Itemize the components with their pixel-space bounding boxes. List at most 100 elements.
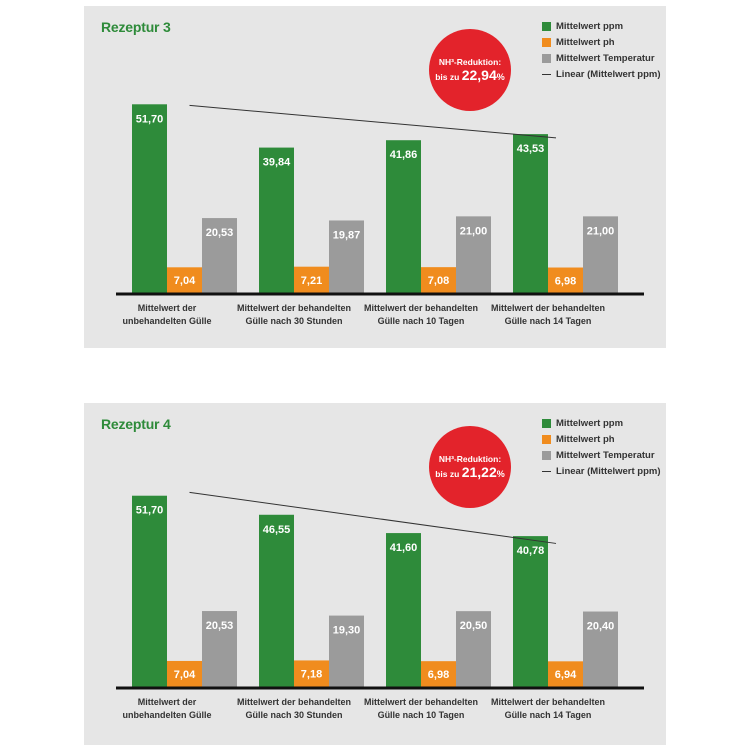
category-label-line: Mittelwert der behandelten <box>236 303 352 313</box>
bar-ppm <box>259 514 294 687</box>
legend-label-temperature: Mittelwert Temperatur <box>556 449 655 461</box>
badge-value-line: bis zu 22,94% <box>435 68 505 84</box>
bar-temperature <box>583 216 618 293</box>
chart-title: Rezeptur 3 <box>101 19 171 35</box>
bar-ph <box>294 660 329 687</box>
category-label-line: unbehandelten Gülle <box>122 316 212 326</box>
legend-item-temperature: Mittelwert Temperatur <box>542 447 661 463</box>
legend-item-trendline: Linear (Mittelwert ppm) <box>542 66 661 82</box>
legend-swatch-ppm <box>542 418 551 428</box>
category-label-line: Mittelwert der behandelten <box>363 303 479 313</box>
category-label-line: Gülle nach 30 Stunden <box>245 710 343 720</box>
category-label-line: Gülle nach 10 Tagen <box>377 710 465 720</box>
legend-label-ph: Mittelwert ph <box>556 36 615 48</box>
bar-ph <box>421 661 456 687</box>
legend-label-trendline: Linear (Mittelwert ppm) <box>556 465 661 477</box>
bar-ppm <box>386 140 421 293</box>
data-label-temperature: 20,50 <box>460 620 488 632</box>
data-label-ph: 7,04 <box>174 275 196 287</box>
category-label-line: Mittelwert der behandelten <box>490 303 606 313</box>
reduction-badge: NH³-Reduktion: bis zu 22,94% <box>429 29 511 111</box>
legend-item-ppm: Mittelwert ppm <box>542 18 661 34</box>
legend-item-trendline: Linear (Mittelwert ppm) <box>542 463 661 479</box>
bar-ph <box>421 267 456 293</box>
bar-ppm <box>132 495 167 687</box>
category-label: Mittelwert der unbehandelten Gülle <box>102 302 232 328</box>
legend-label-ppm: Mittelwert ppm <box>556 417 624 429</box>
bar-ph <box>548 267 583 293</box>
badge-unit: % <box>496 469 505 479</box>
category-label-line: Mittelwert der behandelten <box>490 697 606 707</box>
category-label-line: Gülle nach 14 Tagen <box>504 316 592 326</box>
category-label: Mittelwert der behandelten Gülle nach 30… <box>229 302 359 328</box>
bar-temperature <box>202 611 237 687</box>
chart-panel-rezeptur-4: 51,70 46,55 41,60 40,78 7,04 7,18 6,98 6,94 20,5… <box>84 403 666 745</box>
category-label-line: Mittelwert der behandelten <box>363 697 479 707</box>
bar-ph <box>548 661 583 687</box>
bar-ph <box>167 660 202 687</box>
badge-prefix: bis zu <box>435 72 460 82</box>
bar-temperature <box>329 220 364 293</box>
data-label-ph: 6,94 <box>555 669 577 681</box>
bar-ppm <box>132 104 167 293</box>
category-label: Mittelwert der behandelten Gülle nach 10… <box>356 696 486 722</box>
bar-ph <box>294 266 329 293</box>
legend-swatch-ppm <box>542 21 551 31</box>
category-label: Mittelwert der unbehandelten Gülle <box>102 696 232 722</box>
data-label-ppm: 51,70 <box>136 113 164 125</box>
data-label-ph: 7,18 <box>301 669 322 681</box>
legend-label-trendline: Linear (Mittelwert ppm) <box>556 68 661 80</box>
category-label-line: Gülle nach 30 Stunden <box>245 316 343 326</box>
data-label-ppm: 43,53 <box>517 143 545 155</box>
category-label-line: Gülle nach 14 Tagen <box>504 710 592 720</box>
data-label-ph: 6,98 <box>428 669 449 681</box>
bar-ph <box>167 267 202 293</box>
legend-item-ppm: Mittelwert ppm <box>542 415 661 431</box>
data-label-temperature: 21,00 <box>587 225 615 237</box>
data-label-temperature: 20,40 <box>587 621 615 633</box>
legend-swatch-ph <box>542 434 551 444</box>
bar-ppm <box>386 533 421 687</box>
legend-label-ppm: Mittelwert ppm <box>556 20 624 32</box>
data-label-ph: 7,04 <box>174 669 196 681</box>
bar-temperature <box>329 615 364 687</box>
data-label-temperature: 21,00 <box>460 225 488 237</box>
badge-label: NH³-Reduktion: <box>438 57 502 67</box>
legend-swatch-trendline <box>542 73 551 75</box>
bar-temperature <box>456 216 491 293</box>
chart-title: Rezeptur 4 <box>101 416 171 432</box>
data-label-ppm: 46,55 <box>263 524 291 536</box>
category-label-line: Mittelwert der <box>137 303 197 313</box>
category-label: Mittelwert der behandelten Gülle nach 14… <box>483 302 613 328</box>
data-label-ppm: 41,86 <box>390 149 418 161</box>
data-label-ppm: 40,78 <box>517 545 545 557</box>
bar-temperature <box>202 218 237 293</box>
data-label-ppm: 41,60 <box>390 542 418 554</box>
category-label-line: Mittelwert der behandelten <box>236 697 352 707</box>
data-label-temperature: 19,30 <box>333 625 361 637</box>
bar-temperature <box>583 611 618 687</box>
legend-swatch-temperature <box>542 450 551 460</box>
legend-swatch-temperature <box>542 53 551 63</box>
category-label: Mittelwert der behandelten Gülle nach 10… <box>356 302 486 328</box>
category-label: Mittelwert der behandelten Gülle nach 14… <box>483 696 613 722</box>
chart-panel-rezeptur-3: 51,70 39,84 41,86 43,53 7,04 7,21 7,08 6,98 20,5… <box>84 6 666 348</box>
data-label-ppm: 51,70 <box>136 505 164 517</box>
legend-swatch-ph <box>542 37 551 47</box>
category-label-line: unbehandelten Gülle <box>122 710 212 720</box>
legend-item-temperature: Mittelwert Temperatur <box>542 50 661 66</box>
badge-value: 22,94 <box>461 67 497 83</box>
badge-value: 21,22 <box>461 464 497 480</box>
legend-swatch-trendline <box>542 470 551 472</box>
data-label-ph: 6,98 <box>555 275 576 287</box>
trendline <box>189 104 557 139</box>
bar-chart-rezeptur-3: 51,70 39,84 41,86 43,53 7,04 7,21 7,08 6,98 20,5… <box>116 104 644 296</box>
trendline <box>189 491 557 544</box>
data-label-temperature: 20,53 <box>206 227 234 239</box>
legend-label-ph: Mittelwert ph <box>556 433 615 445</box>
category-label-line: Mittelwert der <box>137 697 197 707</box>
badge-value-line: bis zu 21,22% <box>435 465 505 481</box>
badge-prefix: bis zu <box>435 469 460 479</box>
bar-ppm <box>259 147 294 293</box>
data-label-temperature: 20,53 <box>206 620 234 632</box>
